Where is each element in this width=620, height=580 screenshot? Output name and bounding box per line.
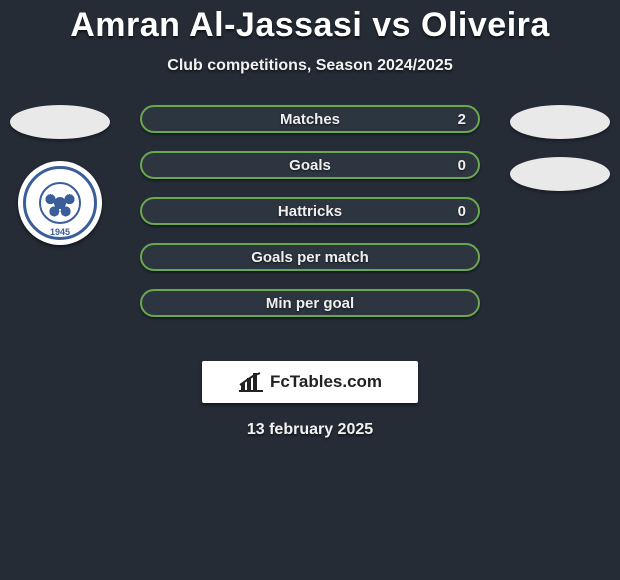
stat-bar-goals: Goals 0 bbox=[140, 151, 480, 179]
stat-value: 0 bbox=[458, 157, 466, 174]
stat-value: 0 bbox=[458, 203, 466, 220]
stat-label: Matches bbox=[280, 111, 340, 128]
player-avatar-placeholder bbox=[10, 105, 110, 139]
stat-bars: Matches 2 Goals 0 Hattricks 0 Goals per … bbox=[140, 105, 480, 317]
club-badge-left: 1945 bbox=[18, 161, 102, 245]
branding-panel: FcTables.com bbox=[202, 361, 418, 403]
club-badge-placeholder bbox=[510, 157, 610, 191]
branding-text: FcTables.com bbox=[270, 372, 382, 392]
stat-value: 2 bbox=[458, 111, 466, 128]
stat-bar-hattricks: Hattricks 0 bbox=[140, 197, 480, 225]
page-title: Amran Al-Jassasi vs Oliveira bbox=[0, 6, 620, 45]
player-avatar-placeholder bbox=[510, 105, 610, 139]
stat-bar-min-per-goal: Min per goal bbox=[140, 289, 480, 317]
comparison-stage: 1945 Matches 2 Goals 0 Hattricks 0 Goals… bbox=[0, 105, 620, 345]
stat-label: Hattricks bbox=[278, 203, 342, 220]
stat-label: Min per goal bbox=[266, 295, 354, 312]
left-player-column: 1945 bbox=[0, 105, 120, 245]
subtitle: Club competitions, Season 2024/2025 bbox=[0, 57, 620, 75]
club-year: 1945 bbox=[50, 227, 70, 237]
date-text: 13 february 2025 bbox=[0, 421, 620, 439]
right-player-column bbox=[500, 105, 620, 191]
stat-label: Goals bbox=[289, 157, 331, 174]
stat-label: Goals per match bbox=[251, 249, 369, 266]
stat-bar-goals-per-match: Goals per match bbox=[140, 243, 480, 271]
chart-icon bbox=[238, 371, 264, 393]
stat-bar-matches: Matches 2 bbox=[140, 105, 480, 133]
